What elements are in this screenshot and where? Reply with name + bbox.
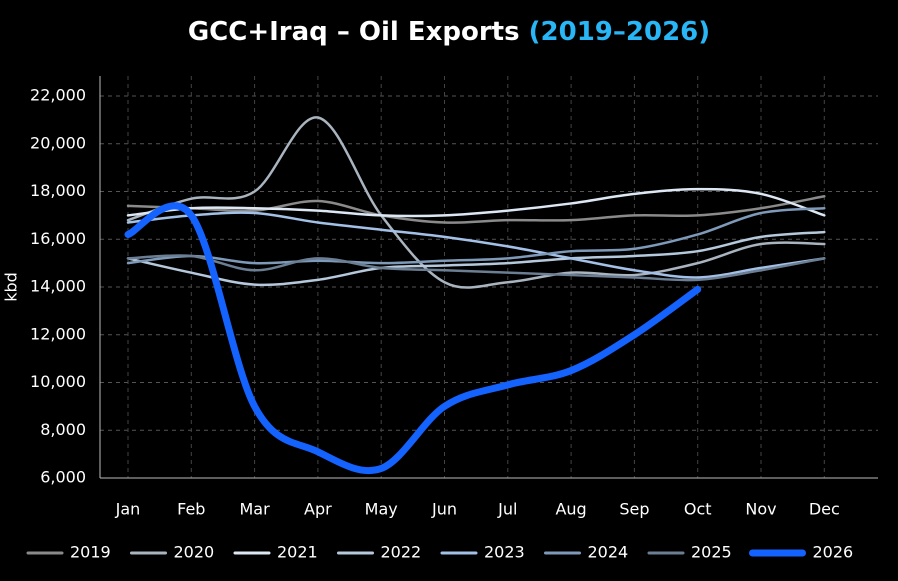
x-tick-label: Apr — [304, 500, 332, 519]
y-tick-label: 8,000 — [40, 420, 86, 439]
y-tick-label: 14,000 — [30, 277, 86, 296]
x-tick-label: Mar — [240, 500, 271, 519]
series-line — [126, 254, 826, 282]
legend-label: 2020 — [174, 543, 215, 562]
series-line — [126, 206, 826, 265]
series-line — [126, 195, 826, 224]
legend-label: 2022 — [381, 543, 422, 562]
x-tick-label: Oct — [684, 500, 712, 519]
x-tick-label: Feb — [177, 500, 205, 519]
chart-title-group: GCC+Iraq – Oil Exports (2019–2026) — [188, 17, 710, 47]
x-tick-label: Sep — [619, 500, 649, 519]
series-line — [126, 187, 826, 218]
legend-label: 2019 — [70, 543, 111, 562]
y-tick-label: 6,000 — [40, 468, 86, 487]
series-line — [126, 211, 826, 279]
x-tick-label: Dec — [809, 500, 840, 519]
chart-title: GCC+Iraq – Oil Exports — [188, 17, 520, 47]
legend-label: 2023 — [484, 543, 525, 562]
y-tick-label: 22,000 — [30, 86, 86, 105]
x-tick-label: Jun — [431, 500, 457, 519]
legend-label: 2025 — [691, 543, 732, 562]
y-tick-label: 10,000 — [30, 372, 86, 391]
series-line — [126, 230, 826, 287]
x-tick-label: Jan — [115, 500, 141, 519]
chart-title-highlight: (2019–2026) — [529, 17, 711, 47]
x-tick-label: May — [365, 500, 398, 519]
series-line — [126, 116, 826, 289]
series-line — [124, 202, 702, 475]
x-tick-label: Nov — [745, 500, 776, 519]
x-tick-label: Jul — [497, 500, 517, 519]
legend-label: 2024 — [588, 543, 629, 562]
y-tick-label: 18,000 — [30, 181, 86, 200]
y-tick-label: 20,000 — [30, 133, 86, 152]
legend-label: 2026 — [813, 543, 854, 562]
y-tick-label: 12,000 — [30, 324, 86, 343]
y-tick-label: 16,000 — [30, 229, 86, 248]
y-axis-label: kbd — [2, 272, 21, 302]
x-tick-label: Aug — [555, 500, 586, 519]
legend-label: 2021 — [277, 543, 318, 562]
